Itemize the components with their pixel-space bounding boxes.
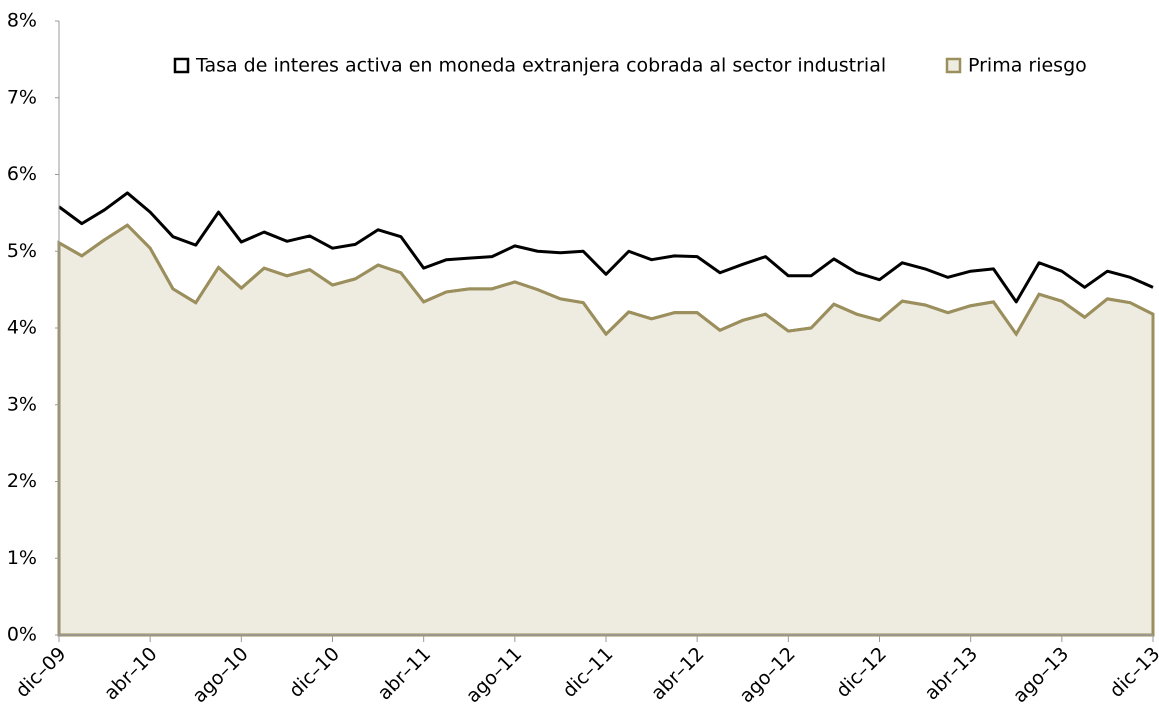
series-line bbox=[58, 223, 1154, 336]
x-tick-label: abr–13 bbox=[920, 643, 982, 705]
y-tick-label: 6% bbox=[7, 163, 37, 185]
x-tick-label: ago–12 bbox=[735, 643, 799, 707]
x-tick-label: dic–09 bbox=[11, 643, 70, 702]
x-tick-label: ago–10 bbox=[188, 643, 252, 707]
y-tick-label: 3% bbox=[7, 393, 37, 415]
x-tick-label: dic–10 bbox=[285, 643, 344, 702]
x-tick-label: ago–11 bbox=[462, 643, 526, 707]
x-tick-label: abr–11 bbox=[373, 643, 435, 705]
y-tick-label: 5% bbox=[7, 240, 37, 262]
legend-swatch bbox=[945, 57, 962, 74]
x-tick-label: dic–13 bbox=[1105, 643, 1159, 702]
y-tick-label: 8% bbox=[7, 10, 37, 32]
y-tick-label: 2% bbox=[7, 470, 37, 492]
legend-label: Prima riesgo bbox=[968, 55, 1087, 77]
y-tick-label: 4% bbox=[7, 317, 37, 339]
legend-swatch bbox=[173, 57, 190, 74]
x-tick-label: abr–12 bbox=[647, 643, 709, 705]
y-tick-label: 0% bbox=[7, 624, 37, 646]
x-tick-label: ago–13 bbox=[1009, 643, 1073, 707]
series-line bbox=[58, 191, 1154, 304]
y-tick-label: 7% bbox=[7, 86, 37, 108]
x-tick-label: abr–10 bbox=[100, 643, 162, 705]
y-tick-label: 1% bbox=[7, 547, 37, 569]
x-tick-label: dic–11 bbox=[558, 643, 617, 702]
legend-label: Tasa de interes activa en moneda extranj… bbox=[195, 55, 886, 77]
x-tick-label: dic–12 bbox=[832, 643, 891, 702]
area bbox=[57, 223, 1155, 637]
